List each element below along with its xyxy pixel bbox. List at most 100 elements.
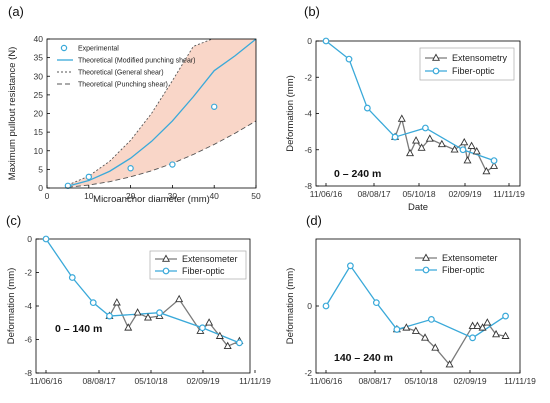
fiber-optic-point [345,55,353,63]
extensometer-point [406,148,415,157]
x-tick-label: 08/08/17 [357,189,390,199]
panel-label: (a) [8,4,24,19]
legend-marker-extensometer [162,254,170,262]
extensometer-point [411,326,420,334]
x-tick-label: 11/06/16 [30,376,63,386]
range-annotation: 0 – 140 m [55,323,102,335]
x-tick-label: 08/08/17 [82,376,115,386]
extensometer-point [402,323,411,331]
fiber-optic-point [156,309,163,317]
experimental-point [127,165,134,172]
extensometer-point [417,143,426,151]
x-tick-label: 11/06/16 [310,189,343,199]
x-tick-label: 11/11/19 [239,376,271,386]
panel-b: 11/06/16 08/08/17 05/10/18 02/09/19 11/11/19… [285,4,525,213]
x-tick-label: 08/08/17 [358,376,391,386]
y-tick-label: -6 [304,145,312,155]
legend-marker-fiber-optic [432,67,440,75]
legend-label: Theoretical (General shear) [78,70,164,77]
extensometer-point [412,136,421,144]
legend-marker-extensometer [422,253,430,261]
legend-label: Fiber-optic [452,66,495,76]
extensometer-point [175,294,184,303]
x-tick-label: 30 [168,191,178,201]
y-tick-label: 25 [34,90,44,100]
fiber-optic-point [490,157,498,165]
y-tick-label: 0 [307,301,312,311]
panel-label: (c) [6,213,21,228]
y-tick-label: 0 [38,183,43,193]
x-tick-label: 02/09/19 [448,189,481,199]
extensometer-point [143,313,152,321]
fiber-optic-point [363,104,371,112]
experimental-point [169,161,176,168]
legend-label: Fiber-optic [442,265,485,275]
y-tick-label: 0 [307,36,312,46]
x-tick-label: 11/06/16 [310,376,343,386]
extensometer-point [437,139,446,148]
fiber-optic-point [391,133,399,141]
extensometer-point [483,318,492,326]
fiber-optic-point [393,326,401,333]
extensometer-point [473,321,482,329]
range-annotation: 140 – 240 m [334,352,393,364]
y-tick-label: 10 [34,146,44,156]
series-punching-shear-line [67,120,256,188]
legend-marker-experimental [60,44,68,52]
x-axis-title: Microanchor diameter (mm) [93,194,210,205]
x-tick-label: 05/10/18 [402,189,435,199]
extensometer-point [468,321,477,329]
legend-box [419,47,515,81]
legend-marker-fiber-optic [162,267,170,275]
series-modified-punching-line [67,39,256,187]
legend-label: Fiber-optic [182,266,225,276]
experimental-point [64,182,72,189]
legend-marker-fiber-optic [422,266,430,274]
extensometer-point [133,308,142,316]
y-tick-label: 0 [27,234,32,244]
x-tick-label: 05/10/18 [404,376,437,386]
y-tick-label: 30 [34,71,44,81]
y-tick-label: -2 [304,72,312,82]
extensometer-point [215,331,224,339]
fiber-optic-point [372,299,380,307]
extensometer-point [501,331,510,339]
y-axis-title: Maximum pullout resistance (N) [7,47,18,181]
range-annotation: 0 – 240 m [334,168,381,180]
fiber-optic-point [68,274,76,281]
x-tick-label: 02/09/19 [453,376,486,386]
y-tick-label: 15 [34,127,44,137]
legend: Extensometer Fiber-optic [415,253,498,275]
shaded-band [67,39,256,188]
extensometer-point [124,323,133,331]
x-tick-label: 20 [126,191,136,201]
panel-d: 11/06/16 08/08/17 05/10/18 02/09/19 11/11/19… [285,213,536,386]
fiber-optic-point [42,235,50,243]
fiber-optic-point [236,339,243,347]
extensometer-point [205,318,214,326]
extensometer-point [397,114,406,122]
legend: Extensometry Fiber-optic [419,47,515,81]
fiber-optic-point [322,302,330,310]
extensometer-point [421,333,430,341]
x-tick-label: 50 [251,191,261,201]
y-tick-label: 40 [34,34,44,44]
series-general-shear-line [67,39,213,186]
y-tick-label: 5 [38,164,43,174]
series-extensometer-line [396,321,506,366]
experimental-point [85,173,93,181]
extensometer-point [223,341,232,349]
fiber-optic-point [469,334,476,342]
panel-c: 11/06/16 08/08/17 05/10/18 02/09/19 11/11/19… [6,213,271,386]
y-axis-title: Deformation (mm) [285,268,296,345]
extensometer-point [472,147,481,155]
x-tick-label: 40 [209,191,219,201]
y-tick-label: 20 [34,109,44,119]
fiber-optic-point [106,312,113,320]
fiber-optic-point [459,146,467,154]
legend-label: Experimental [78,46,119,53]
y-tick-label: -4 [24,301,32,311]
y-tick-label: -4 [304,109,312,119]
x-tick-label: 02/09/19 [186,376,219,386]
